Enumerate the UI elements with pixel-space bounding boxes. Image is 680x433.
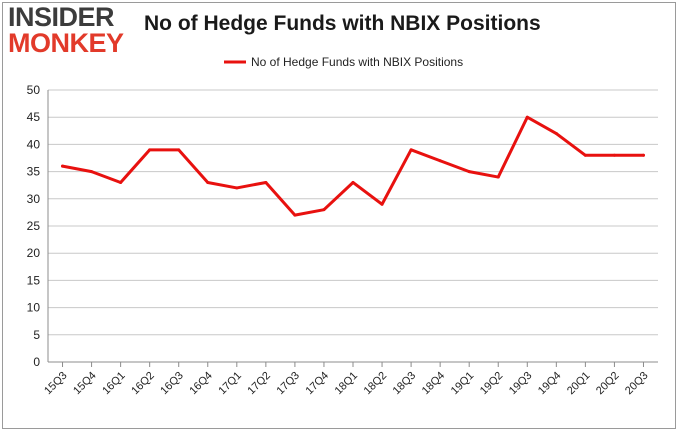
x-tick-label: 16Q1 bbox=[100, 370, 128, 398]
x-tick-label: 18Q2 bbox=[362, 370, 390, 398]
y-tick-label: 50 bbox=[27, 83, 41, 97]
x-tick-label: 19Q1 bbox=[449, 370, 477, 398]
y-tick-label: 20 bbox=[27, 246, 41, 260]
data-point bbox=[641, 153, 645, 157]
chart-title: No of Hedge Funds with NBIX Positions bbox=[144, 12, 541, 35]
data-point bbox=[293, 213, 297, 217]
y-tick-label: 5 bbox=[33, 328, 40, 342]
x-tick-label: 16Q4 bbox=[187, 370, 215, 398]
x-tick-label: 17Q1 bbox=[216, 370, 244, 398]
insider-monkey-logo: INSIDER MONKEY bbox=[8, 2, 124, 58]
data-point bbox=[612, 153, 616, 157]
data-point bbox=[467, 170, 471, 174]
x-tick-label: 17Q3 bbox=[275, 370, 303, 398]
axis-layer: 0 5 10 15 20 25 30 35 40 45 50 15Q3 15Q4 16Q1 16Q2 16Q3… bbox=[27, 83, 658, 397]
chart-frame bbox=[2, 2, 676, 429]
series-line-0 bbox=[61, 115, 645, 217]
x-tick-label: 20Q3 bbox=[623, 370, 651, 398]
x-tick-label: 20Q1 bbox=[565, 370, 593, 398]
data-point bbox=[525, 115, 529, 119]
legend: No of Hedge Funds with NBIX Positions bbox=[224, 55, 463, 69]
data-point bbox=[235, 186, 239, 190]
y-tick-label: 0 bbox=[33, 355, 40, 369]
data-point bbox=[206, 180, 210, 184]
series-layer bbox=[61, 115, 645, 217]
y-tick-label: 40 bbox=[27, 137, 41, 151]
data-point bbox=[177, 148, 181, 152]
y-tick-label: 35 bbox=[27, 165, 41, 179]
x-tick-label: 18Q1 bbox=[333, 370, 361, 398]
x-tick-label: 17Q4 bbox=[304, 370, 332, 398]
x-tick-label: 19Q3 bbox=[507, 370, 535, 398]
x-tick-label: 19Q4 bbox=[536, 370, 564, 398]
y-tick-label: 10 bbox=[27, 301, 41, 315]
y-tick-label: 30 bbox=[27, 192, 41, 206]
data-point bbox=[409, 148, 413, 152]
data-point bbox=[61, 164, 65, 168]
data-point bbox=[322, 208, 326, 212]
data-point bbox=[554, 132, 558, 136]
x-tick-label: 17Q2 bbox=[245, 370, 273, 398]
data-point bbox=[264, 180, 268, 184]
data-point bbox=[119, 180, 123, 184]
x-tick-label: 15Q3 bbox=[42, 370, 70, 398]
y-tick-label: 15 bbox=[27, 273, 41, 287]
y-tick-label: 45 bbox=[27, 110, 41, 124]
data-point bbox=[438, 159, 442, 163]
x-tick-label: 15Q4 bbox=[71, 370, 99, 398]
data-point bbox=[148, 148, 152, 152]
logo-text-insider: INSIDER bbox=[8, 2, 115, 32]
data-point bbox=[496, 175, 500, 179]
data-point bbox=[380, 202, 384, 206]
data-point bbox=[90, 170, 94, 174]
data-point bbox=[583, 153, 587, 157]
x-tick-label: 18Q3 bbox=[391, 370, 419, 398]
x-tick-label: 20Q2 bbox=[594, 370, 622, 398]
x-tick-label: 19Q2 bbox=[478, 370, 506, 398]
logo-text-monkey: MONKEY bbox=[8, 28, 124, 58]
x-tick-label: 16Q2 bbox=[129, 370, 157, 398]
x-tick-label: 18Q4 bbox=[420, 370, 448, 398]
legend-label: No of Hedge Funds with NBIX Positions bbox=[251, 55, 463, 69]
data-point bbox=[351, 180, 355, 184]
x-tick-label: 16Q3 bbox=[158, 370, 186, 398]
y-tick-label: 25 bbox=[27, 219, 41, 233]
grid-layer bbox=[48, 89, 658, 363]
